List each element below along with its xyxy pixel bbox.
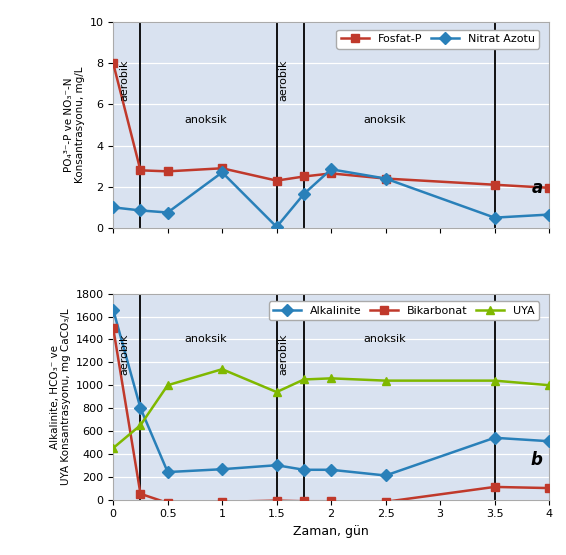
UYA <box>164 382 171 388</box>
UYA <box>491 377 498 384</box>
Bikarbonat <box>301 498 307 504</box>
Nitrat Azotu <box>491 214 498 221</box>
UYA <box>218 366 225 372</box>
Alkalinite <box>328 466 335 473</box>
Nitrat Azotu <box>546 211 552 218</box>
Bikarbonat <box>164 500 171 506</box>
Alkalinite <box>491 435 498 441</box>
Alkalinite <box>301 466 307 473</box>
Text: anoksik: anoksik <box>184 334 226 344</box>
Text: aerobik: aerobik <box>120 334 130 375</box>
Text: a: a <box>531 179 542 197</box>
Alkalinite <box>137 405 144 411</box>
Fosfat-P <box>546 184 552 191</box>
Fosfat-P <box>164 168 171 175</box>
Alkalinite <box>164 469 171 476</box>
Alkalinite <box>273 462 280 468</box>
Text: aerobik: aerobik <box>279 334 289 375</box>
Text: b: b <box>530 451 542 468</box>
Text: aerobik: aerobik <box>279 59 289 100</box>
Fosfat-P <box>382 175 389 182</box>
Nitrat Azotu <box>110 204 117 211</box>
Fosfat-P <box>110 60 117 67</box>
Nitrat Azotu <box>301 191 307 198</box>
Nitrat Azotu <box>137 207 144 214</box>
Line: Nitrat Azotu: Nitrat Azotu <box>109 165 553 231</box>
UYA <box>137 422 144 428</box>
UYA <box>301 376 307 383</box>
UYA <box>546 382 552 388</box>
Legend: Alkalinite, Bikarbonat, UYA: Alkalinite, Bikarbonat, UYA <box>268 301 539 320</box>
Nitrat Azotu <box>218 169 225 176</box>
Bikarbonat <box>137 491 144 497</box>
Bikarbonat <box>546 485 552 491</box>
Line: UYA: UYA <box>109 365 553 452</box>
Text: aerobik: aerobik <box>120 59 130 100</box>
Nitrat Azotu <box>382 175 389 182</box>
Text: anoksik: anoksik <box>184 115 226 125</box>
Bikarbonat <box>328 498 335 504</box>
Fosfat-P <box>328 170 335 176</box>
Bikarbonat <box>218 498 225 505</box>
Alkalinite <box>546 438 552 445</box>
UYA <box>328 375 335 382</box>
Line: Fosfat-P: Fosfat-P <box>109 59 553 192</box>
Fosfat-P <box>273 177 280 184</box>
Fosfat-P <box>301 173 307 180</box>
Nitrat Azotu <box>164 209 171 216</box>
Fosfat-P <box>491 181 498 188</box>
Bikarbonat <box>491 483 498 490</box>
Fosfat-P <box>218 165 225 171</box>
UYA <box>273 388 280 395</box>
Y-axis label: PO₄³⁻-P ve NO₃⁻-N
Konsantrasyonu, mg/L: PO₄³⁻-P ve NO₃⁻-N Konsantrasyonu, mg/L <box>64 67 85 183</box>
Line: Alkalinite: Alkalinite <box>109 306 553 480</box>
Nitrat Azotu <box>273 224 280 230</box>
Text: anoksik: anoksik <box>364 115 406 125</box>
Alkalinite <box>382 472 389 479</box>
X-axis label: Zaman, gün: Zaman, gün <box>293 525 369 538</box>
Legend: Fosfat-P, Nitrat Azotu: Fosfat-P, Nitrat Azotu <box>337 30 539 49</box>
Nitrat Azotu <box>328 166 335 173</box>
UYA <box>110 445 117 451</box>
Bikarbonat <box>382 498 389 505</box>
Alkalinite <box>218 466 225 472</box>
Text: anoksik: anoksik <box>364 334 406 344</box>
UYA <box>382 377 389 384</box>
Y-axis label: Alkalinite, HCO₃⁻ ve
UYA Konsantrasyonu, mg CaCO₃/L: Alkalinite, HCO₃⁻ ve UYA Konsantrasyonu,… <box>50 309 71 485</box>
Bikarbonat <box>273 497 280 504</box>
Line: Bikarbonat: Bikarbonat <box>109 324 553 507</box>
Fosfat-P <box>137 167 144 174</box>
Bikarbonat <box>110 325 117 331</box>
Alkalinite <box>110 306 117 313</box>
